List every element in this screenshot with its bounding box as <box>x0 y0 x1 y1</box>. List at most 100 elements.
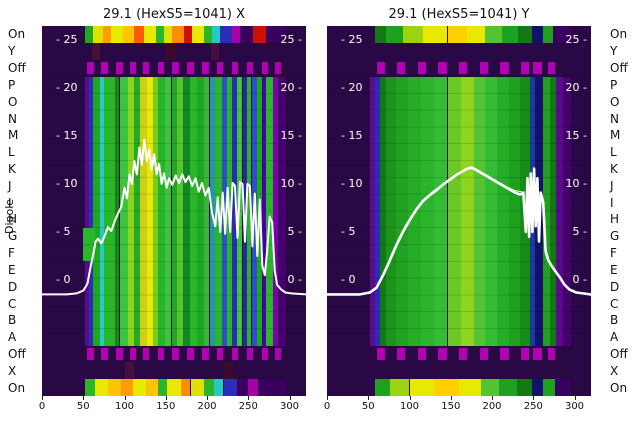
heatmap-stripe <box>231 76 237 346</box>
dipole-row-label: P <box>8 77 16 92</box>
off-row-block <box>417 347 427 361</box>
heatmap-stripe <box>121 379 133 396</box>
heatmap-stripe <box>369 76 375 346</box>
off-row-block <box>202 347 209 361</box>
x-tick-label: 200 <box>197 401 217 412</box>
off-row-block <box>187 347 194 361</box>
heatmap-stripe <box>473 76 486 346</box>
heatmap-stripe <box>556 76 563 346</box>
heatmap-stripe <box>99 76 104 346</box>
x-tick-label: 0 <box>38 401 46 412</box>
off-row-block <box>216 347 224 361</box>
x-tick-mark <box>533 396 535 400</box>
x-tick-label: 100 <box>114 401 135 412</box>
heatmap-stripe <box>111 26 123 43</box>
off-row-block <box>157 347 165 361</box>
heatmap-stripe <box>266 76 273 346</box>
heatmap-stripe <box>409 379 435 396</box>
heatmap-stripe <box>108 379 122 396</box>
dipole-row-label: K <box>610 162 618 176</box>
dipole-row-label: J <box>610 178 614 193</box>
off-row-block <box>202 61 209 75</box>
dipole-row-label: L <box>610 145 617 160</box>
heatmap-stripe <box>167 379 181 396</box>
heatmap-stripe <box>94 379 108 396</box>
heatmap-stripe <box>485 26 502 43</box>
dipole-row-label: D <box>8 279 18 294</box>
heatmap-stripe <box>543 379 555 396</box>
heatmap-stripes-layer <box>327 26 591 396</box>
heatmap-stripe <box>236 379 249 396</box>
off-row-block <box>376 61 385 75</box>
off-row-block <box>116 61 123 75</box>
heatmap-stripe <box>220 26 232 43</box>
heatmap-block <box>83 227 95 262</box>
x-tick-mark <box>450 396 452 400</box>
heatmap-stripe <box>374 379 390 396</box>
heatmap-stripe <box>563 76 572 346</box>
heatmap-stripe <box>133 76 141 346</box>
off-row-block <box>101 61 108 75</box>
dipole-row-label: N <box>610 111 619 126</box>
dipole-row-label: Off <box>610 347 628 361</box>
heatmap-stripe <box>480 379 499 396</box>
heatmap-block <box>124 362 135 380</box>
heatmap-stripe <box>374 26 387 43</box>
off-row-block <box>274 347 282 361</box>
dipole-row-label: G <box>8 229 18 244</box>
heatmap-stripe <box>543 76 550 346</box>
x-tick-label: 50 <box>76 401 90 412</box>
heatmap-stripe <box>386 76 397 346</box>
dipole-row-label: N <box>8 111 17 126</box>
panel-y-title: 29.1 (HexS5=1041) Y <box>388 7 530 22</box>
dipole-row-label: H <box>610 212 620 227</box>
off-row-block <box>116 347 123 361</box>
dipole-row-label: E <box>610 262 618 277</box>
off-row-block <box>87 347 94 361</box>
dipole-row-label: K <box>8 162 16 176</box>
dipole-row-label: Y <box>8 44 16 59</box>
heatmap-stripe <box>467 26 486 43</box>
off-row-block <box>533 61 542 75</box>
heatmap-stripe <box>132 379 146 396</box>
off-row-block <box>520 61 530 75</box>
heatmap-stripe <box>261 76 267 346</box>
off-row-block <box>479 61 488 75</box>
x-tick-mark <box>409 396 411 400</box>
heatmap-stripe <box>389 379 410 396</box>
x-tick-mark <box>207 396 208 400</box>
dipole-row-label: B <box>8 313 17 328</box>
heatmap-stripe <box>157 379 168 396</box>
heatmap-block <box>91 42 100 60</box>
dipole-row-label: M <box>8 128 19 143</box>
panel-y: 29.1 (HexS5=1041) Y - 25- 20- 15- 10- 5-… <box>324 4 591 416</box>
heatmap-stripe <box>177 76 184 346</box>
x-tick-label: 100 <box>399 401 420 412</box>
dipole-row-label: Y <box>610 44 618 59</box>
heatmap-stripe <box>146 76 153 346</box>
x-axis-y: 0 50 100 150 200 250 300 <box>324 396 591 416</box>
dipole-row-label: O <box>610 94 620 109</box>
x-tick-label: 150 <box>441 401 461 412</box>
off-row-block <box>101 347 108 361</box>
heatmap-stripe <box>93 26 103 43</box>
off-row-block <box>261 347 269 361</box>
off-row-block <box>520 347 530 361</box>
heatmap-stripe <box>531 379 544 396</box>
heatmap-stripe <box>183 76 190 346</box>
heatmap-stripe <box>89 76 94 346</box>
heatmap-stripe <box>223 379 237 396</box>
heatmap-stripe <box>447 26 468 43</box>
heatmap-stripe <box>192 26 204 43</box>
heatmap-stripe <box>114 76 120 346</box>
dipole-row-label: F <box>8 246 15 260</box>
heatmap-stripe <box>158 76 165 346</box>
heatmap-stripe <box>518 26 532 43</box>
profile-overlay-y <box>327 166 591 296</box>
heatmap-stripe <box>190 379 204 396</box>
off-row-block <box>459 61 468 75</box>
off-row-block <box>231 347 239 361</box>
profile-overlay-x <box>42 138 306 296</box>
x-tick-mark <box>327 396 328 400</box>
dipole-row-label: On <box>8 27 26 42</box>
